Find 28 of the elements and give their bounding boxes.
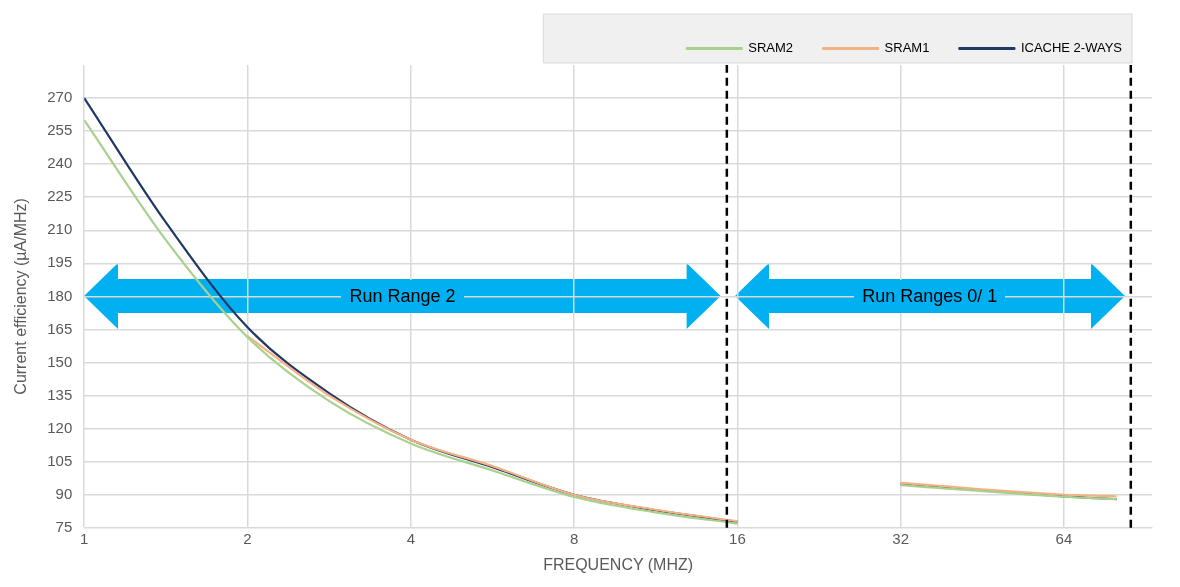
x-tick-label: 4 (406, 529, 415, 547)
legend-label: ICACHE 2-WAYS (1020, 40, 1123, 56)
y-tick-label: 150 (47, 352, 73, 370)
legend-label: SRAM2 (748, 40, 794, 56)
annotation: Run Ranges 0/ 1 (854, 279, 1006, 313)
legend-label: SRAM1 (884, 40, 930, 56)
y-tick-label: 225 (47, 187, 73, 205)
x-tick-label: 2 (243, 529, 252, 547)
y-tick-label: 165 (47, 319, 73, 337)
annotation: Run Range 2 (341, 279, 464, 313)
x-tick-label: 32 (892, 529, 910, 547)
x-axis-title: FREQUENCY (MHZ) (543, 555, 694, 573)
x-tick-label: 64 (1055, 529, 1073, 547)
x-tick-label: 16 (729, 529, 746, 547)
y-tick-label: 270 (47, 88, 73, 106)
y-tick-label: 180 (47, 286, 73, 304)
y-tick-label: 195 (47, 253, 73, 271)
x-tick-label: 8 (569, 529, 579, 547)
y-tick-label: 210 (47, 220, 73, 238)
y-tick-label: 255 (47, 121, 73, 139)
y-axis-title: Current efficiency (µA/MHz) (12, 198, 30, 395)
y-tick-label: 240 (47, 154, 73, 172)
x-tick-label: 1 (80, 529, 89, 547)
y-tick-label: 75 (55, 517, 73, 535)
y-tick-label: 90 (55, 484, 73, 502)
y-tick-label: 135 (47, 385, 73, 403)
y-tick-label: 105 (47, 451, 73, 469)
y-tick-label: 120 (47, 418, 73, 436)
